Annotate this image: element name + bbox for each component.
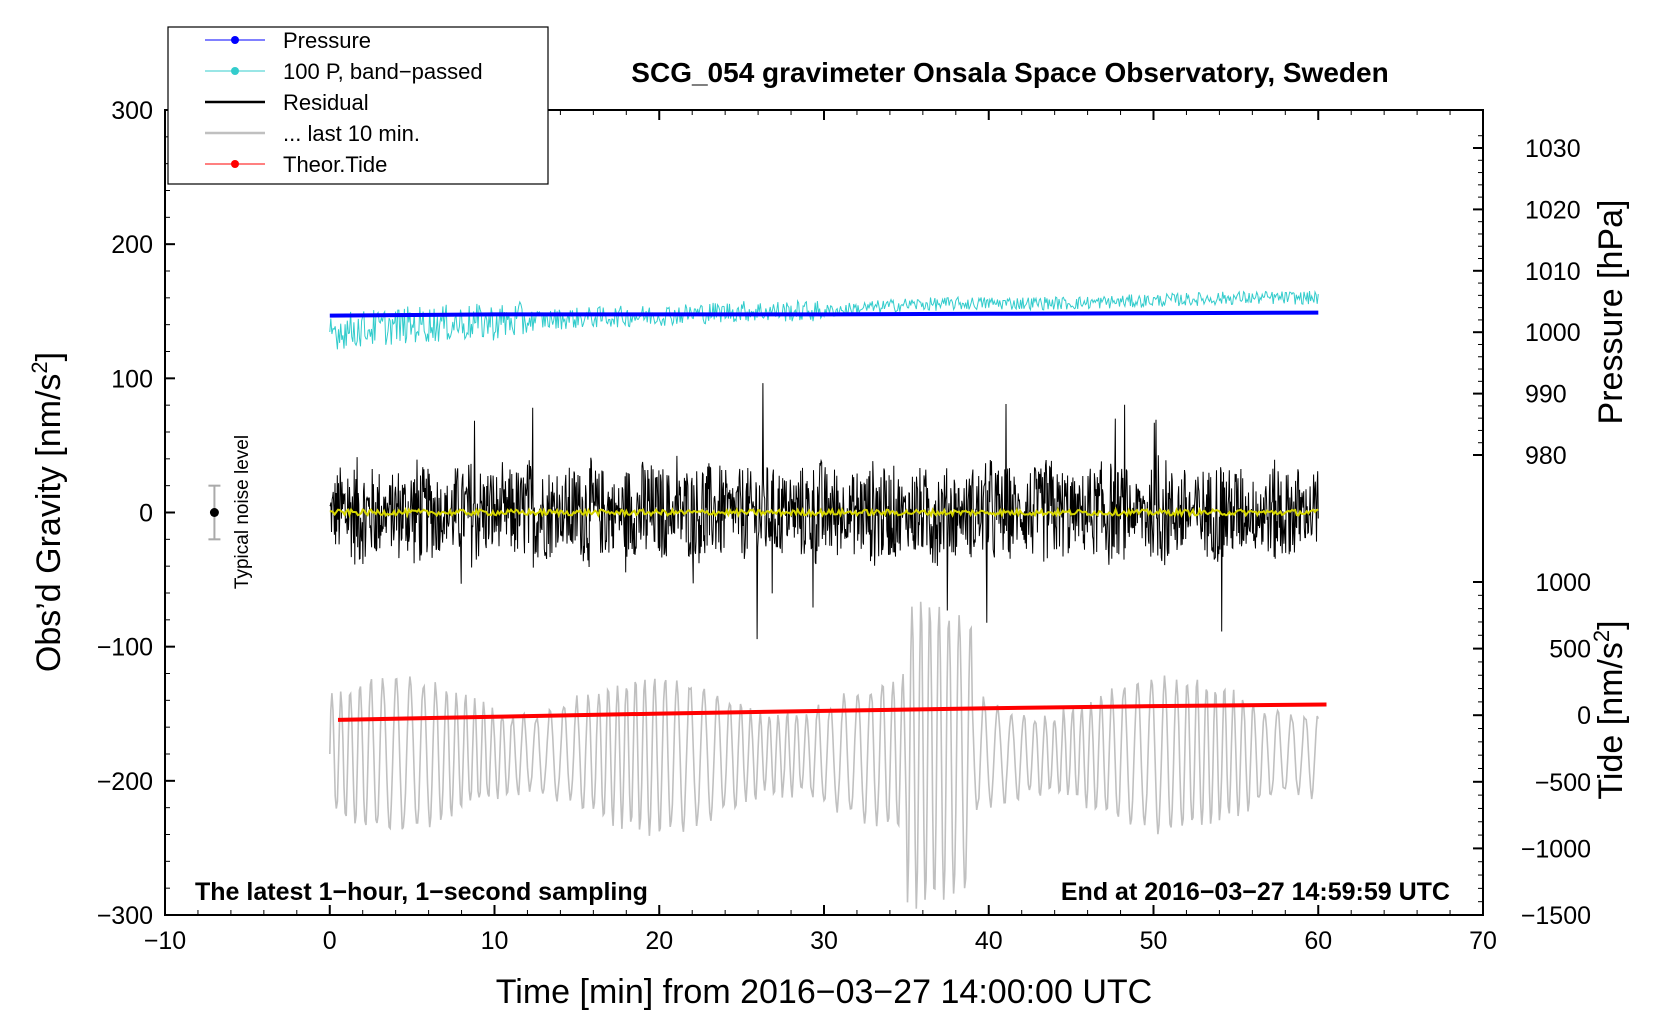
y-axis-title-pressure: Pressure [hPa] <box>1592 200 1630 425</box>
y-tick-label: 100 <box>111 365 153 393</box>
tide-tick-label: 500 <box>1549 636 1591 664</box>
pressure-tick-label: 1030 <box>1525 135 1581 163</box>
y-axis-title-left-end: ] <box>30 352 68 361</box>
y-axis-title-left-sup: 2 <box>27 361 52 373</box>
tide-tick-label: −500 <box>1535 769 1591 797</box>
y-tick-label: 200 <box>111 231 153 259</box>
noise-level-label: Typical noise level <box>232 435 253 589</box>
y-axis-title-tide-sup: 2 <box>1589 630 1614 642</box>
legend-label: Pressure <box>283 28 371 53</box>
tide-tick-label: −1500 <box>1521 902 1591 930</box>
x-tick-label: 10 <box>481 927 509 955</box>
series-residual-line <box>329 383 1319 640</box>
series-pressure-line <box>329 310 1319 318</box>
legend-swatch-marker <box>231 36 239 44</box>
pressure-tick-label: 1000 <box>1525 319 1581 347</box>
legend-box <box>167 26 549 185</box>
legend-swatch-marker <box>231 160 239 168</box>
x-tick-label: 60 <box>1304 927 1332 955</box>
y-axis-title-left: Obs’d Gravity [nm/s2] <box>27 352 68 672</box>
series-yellow-line <box>329 506 1319 519</box>
x-tick-label: 50 <box>1140 927 1168 955</box>
annotation-latest-hour: The latest 1−hour, 1−second sampling <box>195 878 648 906</box>
ticks-layer: −10 0 10 20 30 40 50 60 703002001000−100−200−300… <box>97 97 1591 955</box>
y-tick-label: −300 <box>97 902 153 930</box>
pressure-tick-label: 1020 <box>1525 196 1581 224</box>
x-tick-label: 0 <box>323 927 337 955</box>
x-tick-label: 30 <box>810 927 838 955</box>
data-layer <box>329 290 1327 909</box>
legend-label: 100 P, band−passed <box>283 59 483 84</box>
legend-label: ... last 10 min. <box>283 121 420 146</box>
x-tick-label: 70 <box>1469 927 1497 955</box>
tide-tick-label: −1000 <box>1521 835 1591 863</box>
noise-level-point <box>209 508 219 517</box>
tide-tick-label: 1000 <box>1535 569 1591 597</box>
legend: Pressure 100 P, band−passed Residual ... la… <box>167 26 549 185</box>
y-axis-title-left-main: Obs’d Gravity [nm/s <box>30 374 68 673</box>
series-theor-tide-line <box>337 702 1327 722</box>
chart-title: SCG_054 gravimeter Onsala Space Observat… <box>631 57 1388 88</box>
annotation-end-time: End at 2016−03−27 14:59:59 UTC <box>1061 878 1450 906</box>
y-tick-label: −100 <box>97 634 153 662</box>
y-tick-label: 300 <box>111 97 153 125</box>
legend-label: Residual <box>283 90 369 115</box>
y-tick-label: −200 <box>97 768 153 796</box>
x-tick-label: 20 <box>645 927 673 955</box>
x-tick-label: 40 <box>975 927 1003 955</box>
x-tick-label: −10 <box>144 927 186 955</box>
legend-label: Theor.Tide <box>283 152 387 177</box>
x-axis-title: Time [min] from 2016−03−27 14:00:00 UTC <box>496 973 1152 1011</box>
pressure-tick-label: 1010 <box>1525 258 1581 286</box>
y-axis-title-tide-end: ] <box>1592 620 1630 629</box>
y-tick-label: 0 <box>139 500 153 528</box>
pressure-tick-label: 990 <box>1525 381 1567 409</box>
y-axis-title-tide-main: Tide [nm/s <box>1592 642 1630 799</box>
legend-swatch-marker <box>231 67 239 75</box>
pressure-tick-label: 980 <box>1525 442 1567 470</box>
y-axis-title-tide: Tide [nm/s2] <box>1589 620 1630 799</box>
noise-level-indicator: Typical noise level <box>208 435 253 589</box>
tide-tick-label: 0 <box>1577 702 1591 730</box>
